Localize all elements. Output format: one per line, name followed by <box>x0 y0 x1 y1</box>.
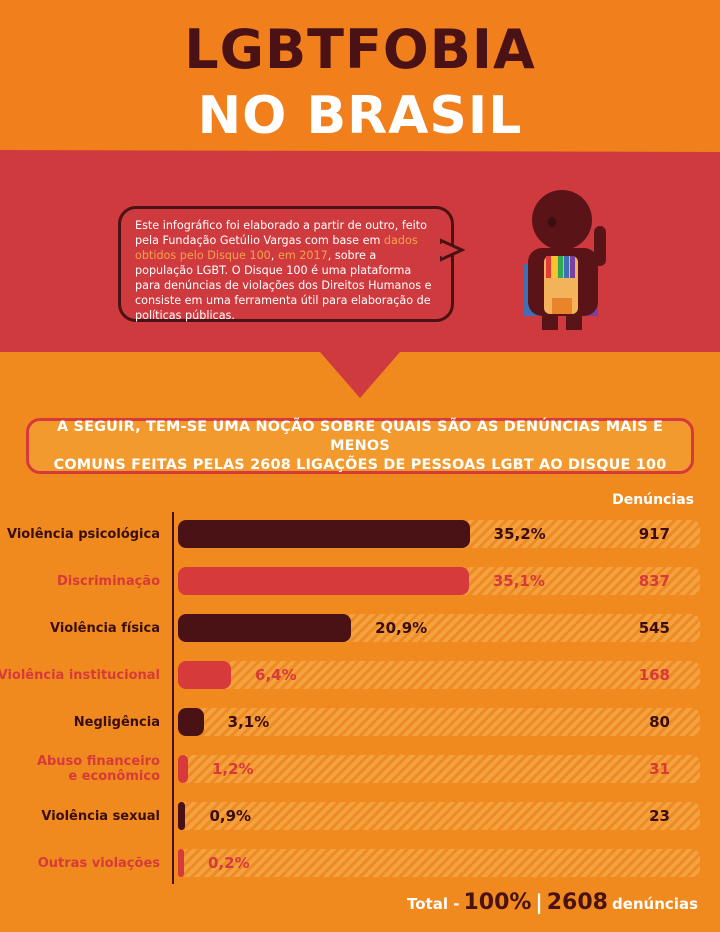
intro-text-2: , <box>270 249 278 262</box>
category-label: Violência institucional <box>0 667 160 683</box>
bar-row: Abuso financeiro e econômico 1,2% 31 <box>0 749 720 789</box>
header <box>0 0 720 160</box>
count-label: 545 <box>638 619 670 637</box>
title-line-2: NO BRASIL <box>197 86 523 146</box>
bar <box>178 520 470 548</box>
percent-label: 0,2% <box>208 854 250 872</box>
total-line: Total - 100% | 2608 denúncias <box>407 890 698 915</box>
count-column-header: Denúncias <box>612 492 694 508</box>
bar <box>178 849 184 877</box>
bar <box>178 708 204 736</box>
title-line-1: LGBTFOBIA <box>184 18 536 81</box>
percent-label: 35,2% <box>493 525 546 543</box>
count-label: 31 <box>649 760 670 778</box>
banner-line-2: COMUNS FEITAS PELAS 2608 LIGAÇÕES DE PES… <box>53 456 667 473</box>
bar <box>178 661 232 689</box>
total-prefix: Total - <box>407 895 460 913</box>
total-percent: 100% <box>463 890 532 915</box>
bar-track <box>178 661 700 689</box>
speech-tail <box>440 238 466 262</box>
intro-text-3: , sobre a população LGBT. O Disque 100 é… <box>135 249 432 322</box>
intro-banner: A SEGUIR, TEM-SE UMA NOÇÃO SOBRE QUAIS S… <box>26 418 694 474</box>
bar <box>178 755 188 783</box>
intro-text-highlight-1: dados obtidos pelo Disque 100 <box>135 234 418 262</box>
category-label: Negligência <box>73 714 160 730</box>
category-label: Violência física <box>50 620 160 636</box>
category-label: Outras violações <box>37 855 160 871</box>
percent-label: 35,1% <box>492 572 545 590</box>
count-label: 80 <box>649 713 670 731</box>
total-suffix: denúncias <box>611 895 698 913</box>
chart-axis-line <box>172 512 174 884</box>
count-label: 917 <box>638 525 670 543</box>
category-label: Violência psicológica <box>7 526 160 542</box>
percent-label: 6,4% <box>255 666 297 684</box>
bar-track <box>178 849 700 877</box>
bar-track <box>178 755 700 783</box>
bar <box>178 614 352 642</box>
bar <box>178 567 469 595</box>
count-label: 23 <box>649 807 670 825</box>
category-label: Abuso financeiro e econômico <box>36 754 160 784</box>
banner-line-1: A SEGUIR, TEM-SE UMA NOÇÃO SOBRE QUAIS S… <box>56 418 663 454</box>
bar-row: Negligência 3,1% 80 <box>0 702 720 742</box>
bar-row: Outras violações 0,2% <box>0 843 720 883</box>
bar-row: Violência institucional 6,4% 168 <box>0 655 720 695</box>
total-count: 2608 <box>546 890 608 915</box>
intro-text-highlight-2: em 2017 <box>277 249 328 262</box>
bar-row: Violência psicológica 35,2% 917 <box>0 514 720 554</box>
count-label: 168 <box>638 666 670 684</box>
bar-track <box>178 708 700 736</box>
total-separator: | <box>535 890 543 914</box>
percent-label: 20,9% <box>375 619 428 637</box>
bar-row: Violência sexual 0,9% 23 <box>0 796 720 836</box>
intro-text-1: Este infográfico foi elaborado a partir … <box>135 219 428 247</box>
percent-label: 0,9% <box>209 807 252 825</box>
bar-row: Violência física 20,9% 545 <box>0 608 720 648</box>
character-illustration <box>524 190 606 330</box>
intro-speech-bubble: Este infográfico foi elaborado a partir … <box>118 206 454 322</box>
bar <box>178 802 186 830</box>
count-label: 837 <box>638 572 670 590</box>
bar-row: Discriminação 35,1% 837 <box>0 561 720 601</box>
bar-track <box>178 802 700 830</box>
percent-label: 3,1% <box>227 713 270 731</box>
percent-label: 1,2% <box>211 760 254 778</box>
category-label: Discriminação <box>57 573 160 589</box>
category-label: Violência sexual <box>41 808 160 824</box>
